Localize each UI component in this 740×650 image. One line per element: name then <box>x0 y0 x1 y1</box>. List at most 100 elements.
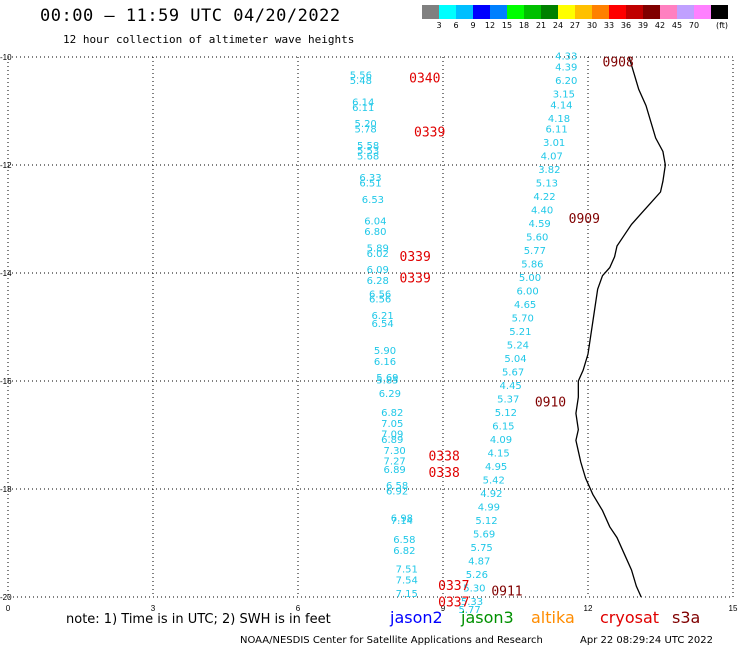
wave-height-value: 4.45 <box>500 381 522 392</box>
pass-time-label: 0340 <box>409 72 440 87</box>
wave-height-value: 3.01 <box>543 138 565 149</box>
pass-time-label: 0338 <box>429 450 460 465</box>
page-subtitle: 12 hour collection of altimeter wave hei… <box>63 33 355 46</box>
pass-time-label: 0910 <box>535 396 566 411</box>
pass-time-label: 0337 <box>438 579 469 594</box>
colorbar-swatch <box>643 5 660 19</box>
wave-height-value: 5.68 <box>357 152 379 163</box>
wave-height-value: 4.65 <box>514 300 536 311</box>
wave-height-value: 5.12 <box>495 408 517 419</box>
wave-height-value: 6.29 <box>379 389 401 400</box>
colorbar-label: 18 <box>518 21 530 30</box>
wave-height-value: 5.70 <box>512 314 534 325</box>
wave-height-value: 6.04 <box>364 216 386 227</box>
wave-height-value: 5.85 <box>376 376 398 387</box>
wave-height-value: 6.20 <box>555 76 577 87</box>
colorbar-swatch <box>711 5 728 19</box>
colorbar-label: 45 <box>671 21 683 30</box>
wave-height-value: 5.58 <box>357 141 379 152</box>
wave-height-value: 5.30 <box>463 584 485 595</box>
wave-height-value: 7.05 <box>381 419 403 430</box>
wave-height-value: 6.56 <box>369 289 391 300</box>
wave-height-value: 5.48 <box>350 76 372 87</box>
pass-time-label: 0909 <box>569 212 600 227</box>
pass-time-label: 0338 <box>429 466 460 481</box>
wave-height-value: 6.14 <box>352 98 374 109</box>
colorbar-label: 39 <box>637 21 649 30</box>
colorbar-swatch <box>660 5 677 19</box>
wave-height-value: 5.77 <box>524 246 546 257</box>
wave-height-value: 6.00 <box>516 287 538 298</box>
wave-height-value: 5.75 <box>471 543 493 554</box>
wave-height-value: 7.30 <box>384 446 406 457</box>
wave-height-value: 7.27 <box>384 457 406 468</box>
colorbar-label: 30 <box>586 21 598 30</box>
colorbar-swatch <box>626 5 643 19</box>
colorbar-swatch <box>524 5 541 19</box>
wave-height-value: 5.12 <box>475 516 497 527</box>
footer-note: note: 1) Time is in UTC; 2) SWH is in fe… <box>66 612 331 627</box>
colorbar-label: 70 <box>688 21 700 30</box>
wave-height-value: 7.54 <box>396 576 418 587</box>
colorbar-label: 12 <box>484 21 496 30</box>
wave-height-value: 5.04 <box>504 354 526 365</box>
wave-height-value: 4.33 <box>555 52 577 63</box>
mission-altika: altika <box>531 608 575 627</box>
colorbar-swatch <box>694 5 711 19</box>
wave-height-value: 5.37 <box>497 395 519 406</box>
wave-height-value: 6.28 <box>367 276 389 287</box>
wave-height-value: 4.99 <box>478 503 500 514</box>
y-tick-label: -12 <box>0 161 12 170</box>
wave-height-value: 5.86 <box>521 260 543 271</box>
wave-height-value: 5.90 <box>374 346 396 357</box>
wave-height-value: 6.51 <box>359 179 381 190</box>
wave-height-value: 5.24 <box>507 341 529 352</box>
wave-height-value: 6.11 <box>352 103 374 114</box>
wave-height-value: 6.33 <box>359 173 381 184</box>
y-tick-label: -18 <box>0 485 12 494</box>
wave-height-value: 4.39 <box>555 63 577 74</box>
wave-height-value: 5.26 <box>466 570 488 581</box>
wave-height-value: 4.92 <box>480 489 502 500</box>
mission-s3a: s3a <box>672 608 701 627</box>
x-tick-label: 9 <box>441 604 446 613</box>
x-tick-label: 15 <box>729 604 738 613</box>
wave-height-value: 5.69 <box>473 530 495 541</box>
colorbar-label: 33 <box>603 21 615 30</box>
y-tick-label: -14 <box>0 269 12 278</box>
colorbar-label: 15 <box>501 21 513 30</box>
x-tick-label: 6 <box>296 604 301 613</box>
wave-height-value: 3.15 <box>553 90 575 101</box>
mission-cryosat: cryosat <box>600 608 660 627</box>
wave-height-value: 6.16 <box>374 357 396 368</box>
pass-time-label: 0339 <box>414 126 445 141</box>
colorbar-swatch <box>439 5 456 19</box>
wave-height-value: 7.51 <box>396 565 418 576</box>
wave-height-value: 4.40 <box>531 206 553 217</box>
coastline <box>575 56 666 598</box>
wave-height-value: 5.60 <box>526 233 548 244</box>
wave-height-value: 6.15 <box>492 422 514 433</box>
pass-time-label: 0339 <box>400 271 431 286</box>
colorbar-label: 3 <box>436 21 442 30</box>
wave-height-value: 7.15 <box>396 589 418 600</box>
wave-height-value: 6.82 <box>381 408 403 419</box>
wave-height-value: 6.09 <box>367 265 389 276</box>
colorbar-swatch <box>541 5 558 19</box>
wave-height-value: 7.14 <box>391 516 413 527</box>
mission-jason2: jason2 <box>390 608 443 627</box>
wave-height-value: 7.09 <box>381 430 403 441</box>
y-tick-label: -20 <box>0 593 12 602</box>
x-tick-label: 0 <box>6 604 11 613</box>
x-tick-label: 3 <box>151 604 156 613</box>
colorbar-label: 24 <box>552 21 564 30</box>
wave-height-value: 5.67 <box>502 368 524 379</box>
wave-height-value: 4.09 <box>490 435 512 446</box>
wave-height-value: 5.42 <box>483 476 505 487</box>
wave-height-value: 6.11 <box>545 125 567 136</box>
colorbar-swatch <box>456 5 473 19</box>
page-title: 00:00 – 11:59 UTC 04/20/2022 <box>40 6 341 26</box>
wave-height-value: 4.87 <box>468 557 490 568</box>
map-frame <box>7 56 734 598</box>
y-tick-label: -16 <box>0 377 12 386</box>
